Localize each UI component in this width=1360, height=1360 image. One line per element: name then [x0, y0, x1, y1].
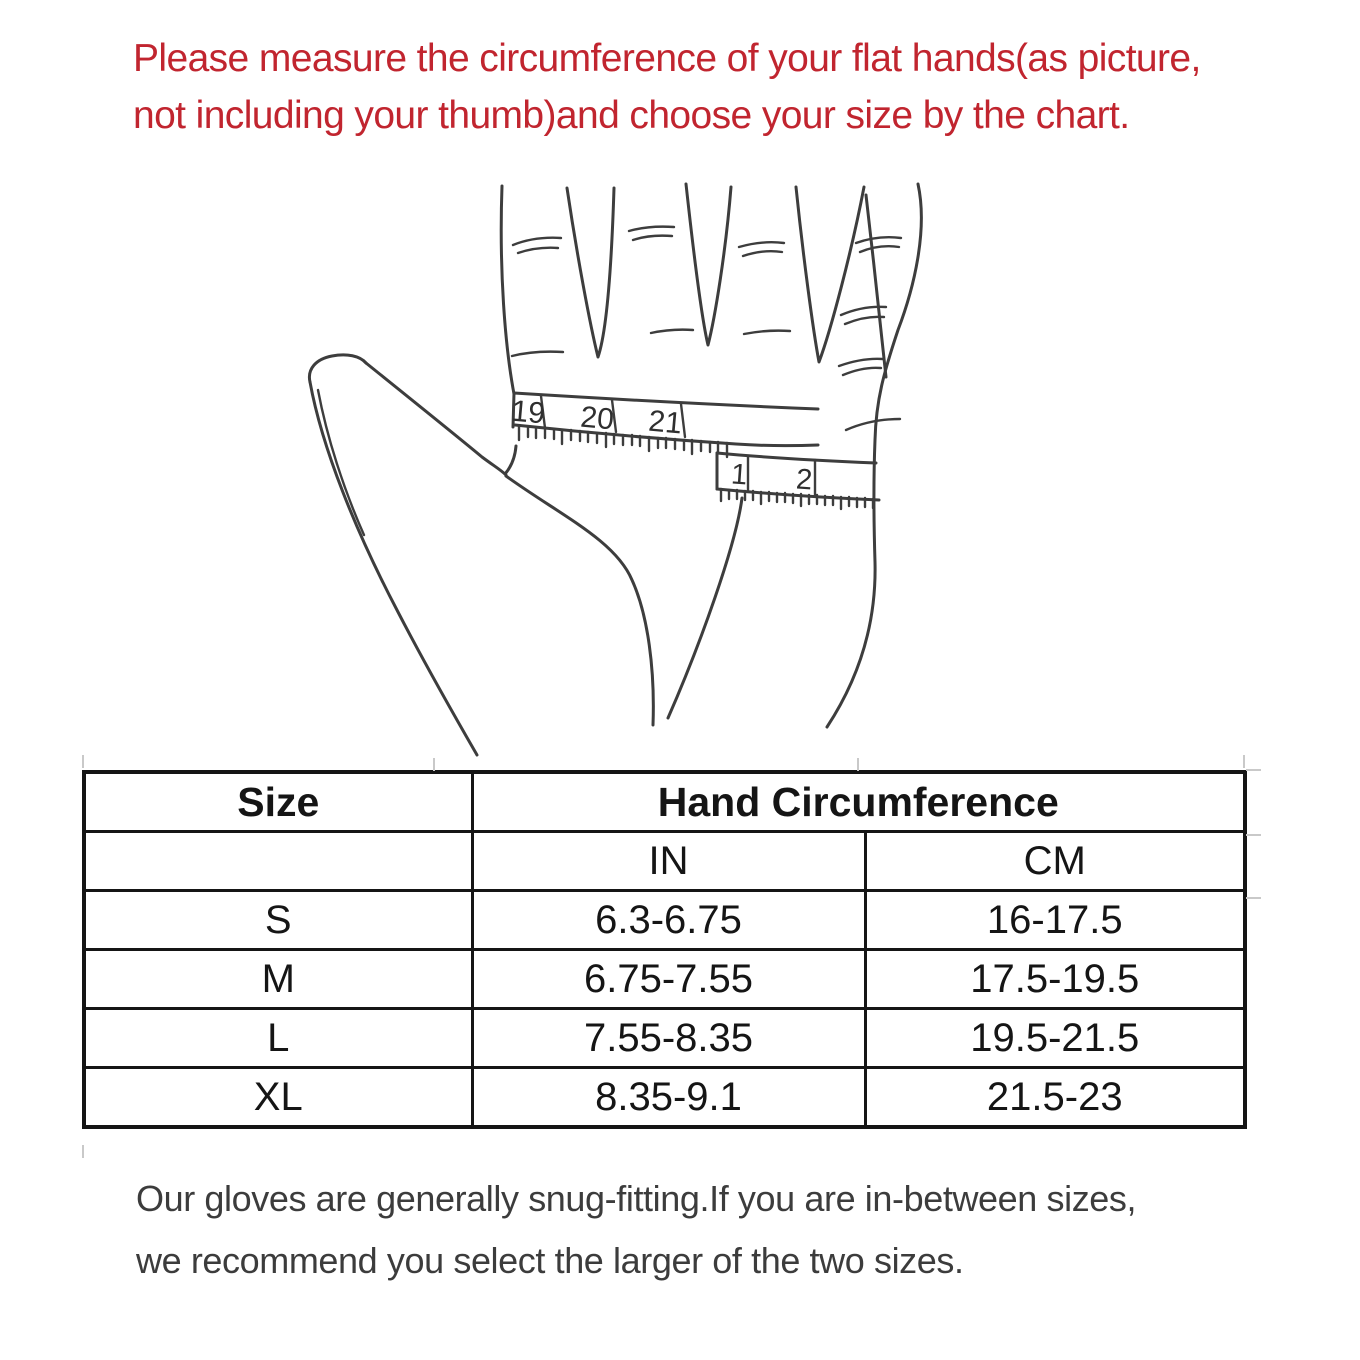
pinky-crease-mid2 [843, 315, 886, 326]
cm-value-cell: 17.5-19.5 [863, 948, 1247, 1010]
ring-pinky-gap [794, 185, 866, 364]
pinky-crease-top2 [858, 245, 901, 254]
in-value-cell: 6.75-7.55 [470, 948, 867, 1010]
unit-in-header: IN [470, 830, 867, 892]
tape-upper-divider-2 [610, 398, 618, 434]
measurement-instructions: Please measure the circumference of your… [133, 30, 1201, 144]
pinky-crease-mid [839, 305, 888, 317]
gridline-stub [1243, 755, 1245, 768]
tape-upper-divider-1 [539, 394, 547, 430]
table-row: XL 8.35-9.1 21.5-23 [82, 1066, 1247, 1129]
empty-cell [82, 830, 474, 892]
tape-lower-top-edge [715, 451, 878, 465]
thumb-inner-edge [364, 361, 508, 477]
tape-upper-ticks [517, 424, 729, 459]
gridline-stub [1246, 834, 1261, 836]
palm-left-edge [503, 444, 518, 476]
fit-note: Our gloves are generally snug-fitting.If… [136, 1168, 1137, 1292]
tape-label-21: 21 [647, 405, 683, 441]
cm-value-cell: 19.5-21.5 [863, 1007, 1247, 1069]
gridline-stub [82, 755, 84, 768]
index-crease [511, 236, 563, 247]
instruction-line-1: Please measure the circumference of your… [133, 37, 1201, 80]
index-middle-gap [565, 186, 616, 359]
size-column-header: Size [82, 770, 474, 833]
size-cell: M [82, 948, 474, 1010]
index-base-crease [510, 350, 565, 358]
tape-upper-left-end [511, 391, 516, 429]
gridline-stub [857, 758, 859, 771]
pinky-inner-line [864, 193, 888, 379]
tape-label-1: 1 [730, 458, 748, 491]
ring-base-crease [742, 329, 792, 336]
table-row: L 7.55-8.35 19.5-21.5 [82, 1007, 1247, 1069]
gridline-stub [1246, 897, 1261, 899]
palm-crease-below-pinky [844, 417, 902, 432]
middle-ring-gap [684, 182, 733, 347]
index-crease2 [516, 246, 560, 255]
pinky-crease-top [854, 236, 903, 245]
gridline-stub [82, 1145, 84, 1158]
thumb-outer-edge [308, 380, 479, 757]
pinky-crease-base [837, 357, 885, 368]
thumb-tip-arc [307, 353, 368, 384]
table-row: S 6.3-6.75 16-17.5 [82, 889, 1247, 951]
middle-base-crease [649, 328, 695, 335]
tape-upper-divider-3 [679, 402, 687, 439]
tape-label-19: 19 [510, 395, 546, 431]
circumference-column-header: Hand Circumference [470, 770, 1247, 833]
tape-lower-bottom-edge [715, 487, 881, 502]
gridline-stub [433, 758, 435, 771]
table-header-row: Size Hand Circumference [82, 770, 1247, 833]
tape-label-20: 20 [579, 401, 615, 437]
table-unit-row: IN CM [82, 830, 1247, 892]
pinky-right-and-palm-edge [825, 182, 923, 729]
size-chart-table: Size Hand Circumference IN CM S 6.3-6.75… [82, 770, 1248, 1129]
size-cell: L [82, 1007, 474, 1069]
in-value-cell: 6.3-6.75 [470, 889, 867, 951]
cm-value-cell: 16-17.5 [863, 889, 1247, 951]
tape-lower-ticks [719, 487, 875, 511]
index-finger-left-edge [499, 184, 516, 396]
ring-crease2 [741, 250, 784, 258]
in-value-cell: 7.55-8.35 [470, 1007, 867, 1069]
fit-note-line-1: Our gloves are generally snug-fitting.If… [136, 1178, 1137, 1219]
ring-crease [737, 241, 786, 249]
tape-upper-top-edge [512, 391, 820, 411]
middle-crease2 [631, 234, 674, 242]
middle-crease [627, 225, 676, 233]
thumb-tip-band [316, 388, 366, 537]
fit-note-line-2: we recommend you select the larger of th… [136, 1240, 964, 1281]
thumb-palm-boundary [504, 474, 655, 727]
unit-cm-header: CM [863, 830, 1247, 892]
pinky-crease-base2 [841, 366, 883, 377]
size-cell: XL [82, 1066, 474, 1129]
in-value-cell: 8.35-9.1 [470, 1066, 867, 1129]
gridline-stub [1246, 769, 1261, 771]
instruction-line-2: not including your thumb)and choose your… [133, 94, 1130, 137]
wrist-inner-line [666, 496, 744, 720]
table-row: M 6.75-7.55 17.5-19.5 [82, 948, 1247, 1010]
size-cell: S [82, 889, 474, 951]
cm-value-cell: 21.5-23 [863, 1066, 1247, 1129]
tape-label-2: 2 [795, 463, 813, 496]
